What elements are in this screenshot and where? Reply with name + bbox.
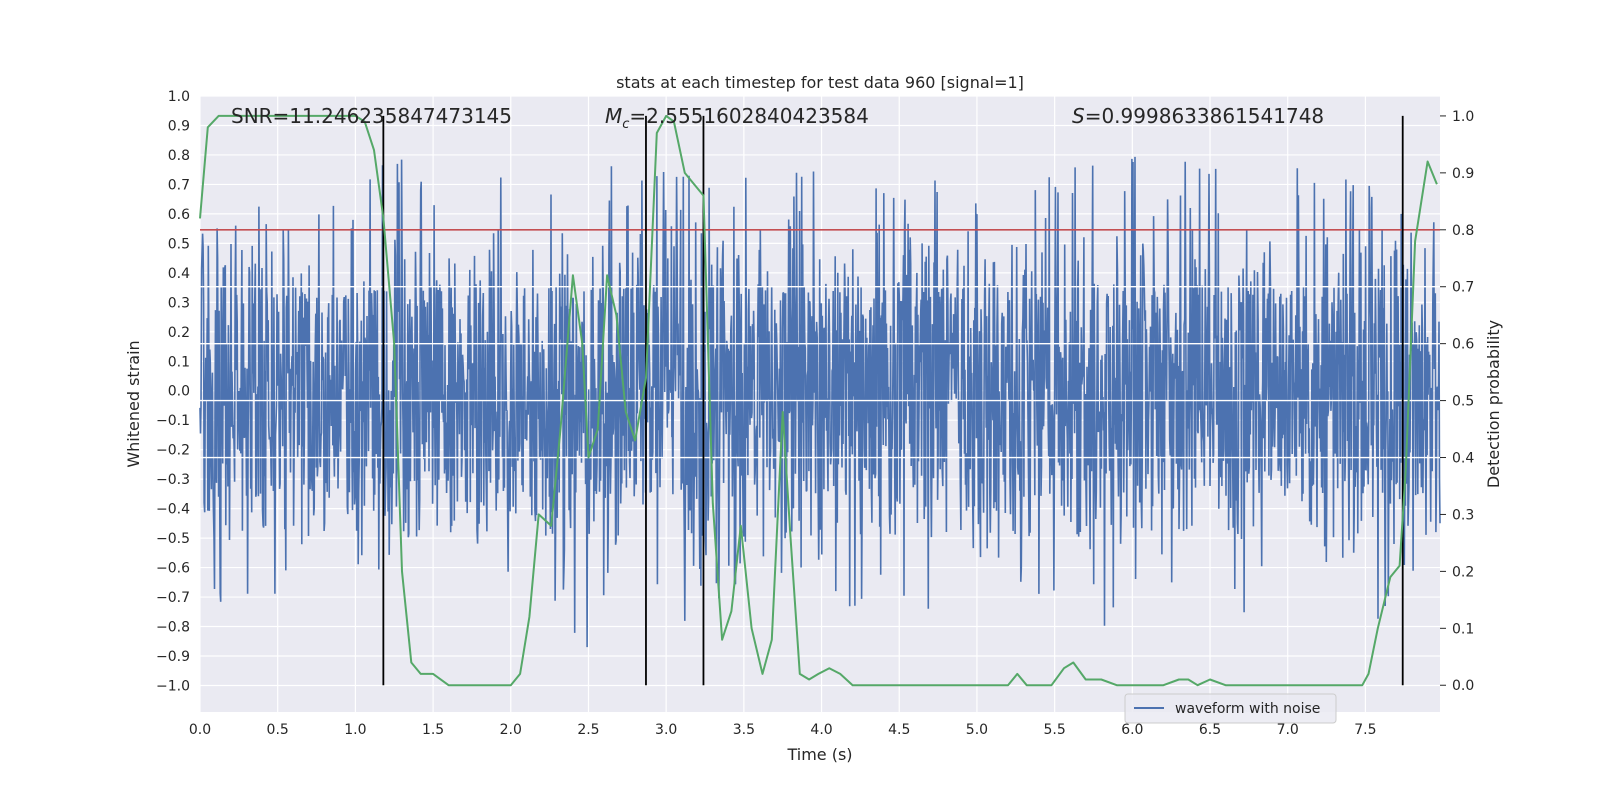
right-y-tick-label: 0.7 bbox=[1452, 280, 1474, 296]
chart-title: stats at each timestep for test data 960… bbox=[616, 73, 1024, 92]
y-tick-label: 0.1 bbox=[168, 354, 190, 370]
waveform-series bbox=[199, 156, 1441, 648]
x-tick-label: 7.5 bbox=[1354, 722, 1376, 738]
right-y-axis-label: Detection probability bbox=[1484, 320, 1503, 488]
chirp-mass-symbol: M bbox=[605, 104, 622, 128]
x-tick-label: 1.5 bbox=[422, 722, 444, 738]
x-tick-label: 2.0 bbox=[500, 722, 522, 738]
y-tick-label: −0.5 bbox=[156, 531, 190, 547]
y-tick-label: −0.3 bbox=[156, 472, 190, 488]
right-y-tick-label: 0.8 bbox=[1452, 223, 1474, 239]
y-tick-label: 0.5 bbox=[168, 236, 190, 252]
y-axis-label: Whitened strain bbox=[124, 340, 143, 467]
x-tick-label: 0.5 bbox=[267, 722, 289, 738]
snr-annotation: SNR=11.246235847473145 bbox=[231, 104, 512, 128]
y-tick-label: −0.8 bbox=[156, 620, 190, 636]
legend: waveform with noise bbox=[1124, 693, 1337, 724]
x-tick-label: 7.0 bbox=[1277, 722, 1299, 738]
x-tick-label: 6.0 bbox=[1121, 722, 1143, 738]
y-tick-label: 0.9 bbox=[168, 118, 190, 134]
x-tick-label: 5.0 bbox=[966, 722, 988, 738]
y-tick-label: 0.4 bbox=[168, 266, 190, 282]
y-axis-ticks: 1.0 0.9 0.8 0.7 0.6 0.5 0.4 0.3 0.2 0.1 0.0 −0.1 −0.… bbox=[156, 89, 190, 694]
y-tick-label: −0.4 bbox=[156, 502, 190, 518]
detection-probability-line bbox=[199, 114, 1438, 687]
chirp-mass-annotation: Mc=2.5551602840423584 bbox=[605, 104, 869, 132]
score-annotation: S=0.9998633861541748 bbox=[1072, 104, 1324, 128]
x-tick-label: 2.5 bbox=[577, 722, 599, 738]
right-y-tick-label: 1.0 bbox=[1452, 109, 1474, 125]
y-tick-label: −1.0 bbox=[156, 678, 190, 694]
right-y-tick-label: 0.1 bbox=[1452, 621, 1474, 637]
y-tick-label: −0.6 bbox=[156, 561, 190, 577]
legend-label: waveform with noise bbox=[1175, 701, 1320, 717]
x-tick-label: 1.0 bbox=[344, 722, 366, 738]
right-y-axis-ticks: 1.0 0.9 0.8 0.7 0.6 0.5 0.4 0.3 0.2 0.1 0.0 bbox=[1440, 109, 1474, 694]
waveform-trace bbox=[199, 156, 1441, 648]
chirp-mass-subscript: c bbox=[622, 117, 629, 132]
right-y-tick-label: 0.6 bbox=[1452, 337, 1474, 353]
x-tick-label: 5.5 bbox=[1044, 722, 1066, 738]
chirp-mass-value: =2.5551602840423584 bbox=[629, 104, 868, 128]
right-y-tick-label: 0.5 bbox=[1452, 394, 1474, 410]
right-y-tick-label: 0.4 bbox=[1452, 451, 1474, 467]
right-y-tick-label: 0.9 bbox=[1452, 166, 1474, 182]
y-tick-label: 0.7 bbox=[168, 177, 190, 193]
y-tick-label: −0.7 bbox=[156, 590, 190, 606]
x-axis-ticks: 0.0 0.5 1.0 1.5 2.0 2.5 3.0 3.5 4.0 4.5 5.0 5.5 6.0 6… bbox=[189, 722, 1377, 738]
y-tick-label: −0.1 bbox=[156, 413, 190, 429]
y-tick-label: 0.2 bbox=[168, 325, 190, 341]
y-tick-label: 0.3 bbox=[168, 295, 190, 311]
y-tick-label: 1.0 bbox=[168, 89, 190, 105]
y-tick-label: −0.9 bbox=[156, 649, 190, 665]
score-value: =0.9998633861541748 bbox=[1085, 104, 1324, 128]
y-tick-label: −0.2 bbox=[156, 443, 190, 459]
score-symbol: S bbox=[1072, 104, 1085, 128]
right-axis-gridlines bbox=[200, 286, 1440, 459]
x-tick-label: 4.0 bbox=[810, 722, 832, 738]
x-tick-label: 4.5 bbox=[888, 722, 910, 738]
right-y-tick-label: 0.2 bbox=[1452, 564, 1474, 580]
x-tick-label: 3.5 bbox=[733, 722, 755, 738]
x-axis-label: Time (s) bbox=[786, 745, 852, 764]
x-tick-label: 3.0 bbox=[655, 722, 677, 738]
right-y-tick-label: 0.0 bbox=[1452, 678, 1474, 694]
legend-box bbox=[1124, 693, 1337, 724]
right-y-tick-label: 0.3 bbox=[1452, 507, 1474, 523]
y-tick-label: 0.8 bbox=[168, 148, 190, 164]
y-tick-label: 0.6 bbox=[168, 207, 190, 223]
x-tick-label: 6.5 bbox=[1199, 722, 1221, 738]
x-tick-label: 0.0 bbox=[189, 722, 211, 738]
y-tick-label: 0.0 bbox=[168, 384, 190, 400]
